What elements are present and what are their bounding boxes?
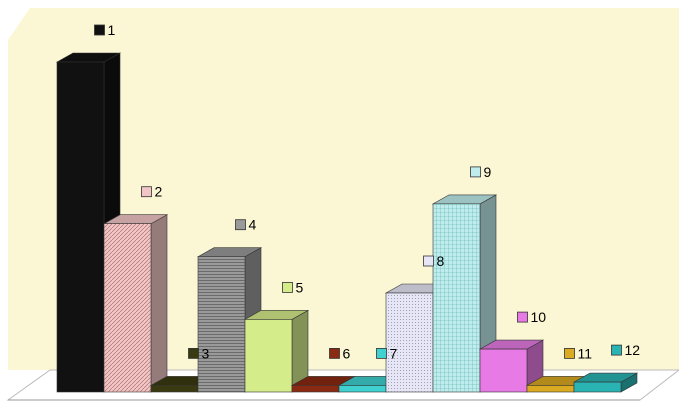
label-swatch — [611, 344, 622, 356]
label-swatch — [94, 24, 105, 36]
bar-label: 12 — [611, 342, 641, 358]
bar-label: 6 — [329, 345, 351, 361]
bar-label: 11 — [564, 345, 593, 361]
label-swatch — [376, 347, 387, 359]
category-label: 5 — [296, 279, 304, 295]
bars — [55, 52, 639, 393]
bar — [572, 372, 639, 393]
category-label: 10 — [531, 309, 547, 325]
label-swatch — [564, 347, 575, 359]
bar-label: 9 — [470, 164, 492, 180]
label-swatch — [517, 311, 528, 323]
chart-wall — [8, 8, 679, 370]
bar-side — [150, 214, 168, 393]
category-label: 2 — [155, 184, 163, 200]
label-swatch — [470, 166, 481, 178]
bar — [196, 247, 263, 393]
label-swatch — [188, 347, 199, 359]
category-label: 9 — [484, 164, 492, 180]
category-label: 1 — [108, 22, 116, 38]
bar-front — [150, 385, 199, 393]
bar-label: 8 — [423, 253, 445, 269]
bar-front — [244, 319, 293, 393]
bar-label: 5 — [282, 279, 304, 295]
category-label: 8 — [437, 253, 445, 269]
label-swatch — [141, 186, 152, 198]
bar-texture — [198, 256, 245, 392]
bar-front — [526, 385, 575, 393]
bar-texture — [386, 293, 433, 392]
bar-front — [479, 348, 528, 393]
bar — [102, 214, 169, 393]
label-swatch — [282, 281, 293, 293]
category-label: 12 — [625, 342, 641, 358]
bar-front — [291, 385, 340, 393]
bar-label: 7 — [376, 345, 398, 361]
category-label: 7 — [390, 345, 398, 361]
bar-front — [56, 61, 105, 393]
category-label: 6 — [343, 345, 351, 361]
bar-texture — [104, 223, 151, 392]
bar — [243, 309, 310, 393]
bar-front — [573, 381, 622, 393]
bar-label: 4 — [235, 217, 257, 233]
category-label: 11 — [578, 345, 593, 361]
bar-front — [338, 385, 387, 393]
bar-label: 10 — [517, 309, 547, 325]
label-swatch — [423, 255, 434, 267]
label-swatch — [329, 347, 340, 359]
bar-label: 3 — [188, 345, 210, 361]
category-label: 3 — [202, 345, 210, 361]
category-label: 4 — [249, 217, 257, 233]
label-swatch — [235, 219, 246, 231]
bar-texture — [433, 203, 480, 392]
bar-label: 2 — [141, 184, 163, 200]
bar-label: 1 — [94, 22, 116, 38]
